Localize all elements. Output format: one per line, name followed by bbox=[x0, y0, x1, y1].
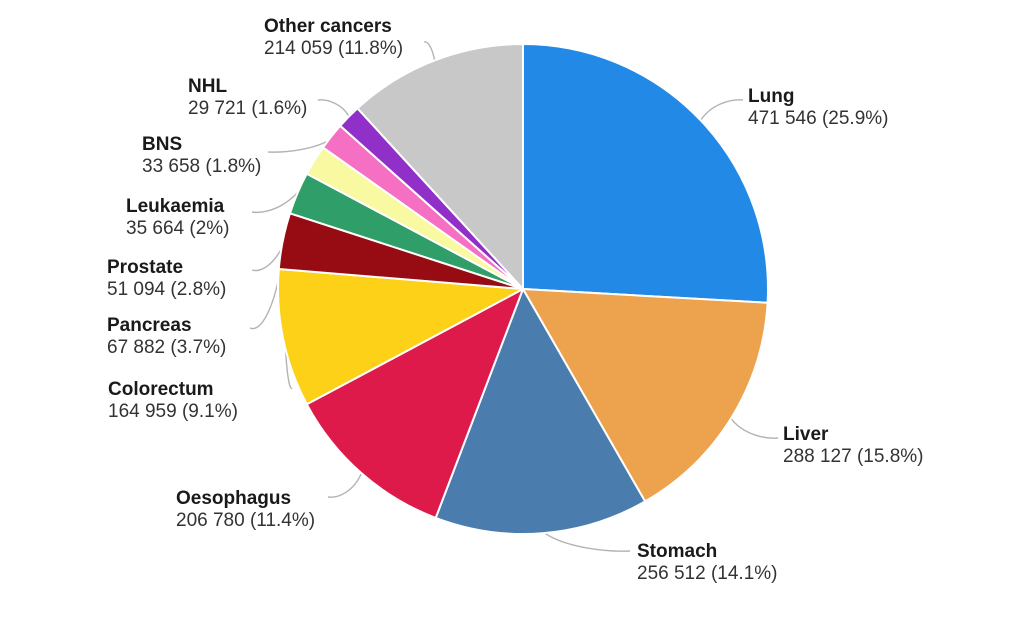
pie-label-lung: Lung 471 546 (25.9%) bbox=[748, 86, 889, 130]
pie-label-pancreas-name: Pancreas bbox=[107, 315, 192, 336]
pie-label-prostate-name: Prostate bbox=[107, 257, 184, 278]
pie-slices bbox=[277, 43, 769, 535]
pie-label-bns: BNS 33 658 (1.8%) bbox=[142, 134, 261, 178]
pie-label-oesophagus: Oesophagus 206 780 (11.4%) bbox=[176, 488, 315, 532]
pie-label-bns-name: BNS bbox=[142, 134, 183, 155]
pie-label-stomach-name: Stomach bbox=[637, 541, 718, 562]
pie-label-other-cancers: Other cancers 214 059 (11.8%) bbox=[264, 16, 403, 60]
pie-label-other-cancers-name: Other cancers bbox=[264, 16, 392, 37]
pie-slice-other-cancers bbox=[356, 43, 524, 290]
pie-slice-lung bbox=[522, 43, 769, 304]
pie-label-leukaemia-value: 35 664 (2%) bbox=[126, 218, 230, 239]
pie-label-nhl-name: NHL bbox=[188, 76, 228, 97]
pie-label-leukaemia: Leukaemia 35 664 (2%) bbox=[126, 196, 230, 240]
leader-line-lung bbox=[698, 99, 744, 123]
pie-label-colorectum-value: 164 959 (9.1%) bbox=[108, 401, 238, 422]
pie-label-lung-name: Lung bbox=[748, 86, 795, 107]
leader-line-oesophagus bbox=[327, 471, 363, 498]
pie-label-bns-value: 33 658 (1.8%) bbox=[142, 156, 262, 177]
pie-slice-colorectum bbox=[277, 268, 524, 406]
pie-label-nhl-value: 29 721 (1.6%) bbox=[188, 98, 308, 119]
pie-slice-stomach bbox=[434, 288, 647, 535]
pie-label-liver-name: Liver bbox=[783, 424, 829, 445]
pie-slice-liver bbox=[522, 288, 769, 503]
pie-label-stomach: Stomach 256 512 (14.1%) bbox=[637, 541, 778, 585]
pie-label-other-cancers-value: 214 059 (11.8%) bbox=[264, 38, 404, 59]
pie-label-leukaemia-name: Leukaemia bbox=[126, 196, 225, 217]
pie-label-prostate: Prostate 51 094 (2.8%) bbox=[107, 257, 226, 301]
pie-label-nhl: NHL 29 721 (1.6%) bbox=[188, 76, 307, 120]
pie-label-oesophagus-name: Oesophagus bbox=[176, 488, 292, 509]
pie-slice-oesophagus bbox=[305, 288, 524, 519]
pie-label-colorectum: Colorectum 164 959 (9.1%) bbox=[108, 379, 238, 423]
pie-label-prostate-value: 51 094 (2.8%) bbox=[107, 279, 227, 300]
pie-label-lung-value: 471 546 (25.9%) bbox=[748, 108, 889, 129]
pie-label-colorectum-name: Colorectum bbox=[108, 379, 214, 400]
leader-line-nhl bbox=[317, 99, 351, 119]
leader-line-stomach bbox=[541, 530, 631, 552]
pie-label-pancreas-value: 67 882 (3.7%) bbox=[107, 337, 227, 358]
pie-label-liver-value: 288 127 (15.8%) bbox=[783, 446, 924, 467]
pie-label-oesophagus-value: 206 780 (11.4%) bbox=[176, 510, 316, 531]
pie-label-liver: Liver 288 127 (15.8%) bbox=[783, 424, 924, 468]
pie-label-stomach-value: 256 512 (14.1%) bbox=[637, 563, 778, 584]
pie-label-pancreas: Pancreas 67 882 (3.7%) bbox=[107, 315, 226, 359]
leader-line-other-cancers bbox=[423, 41, 436, 63]
leader-line-liver bbox=[729, 416, 779, 439]
